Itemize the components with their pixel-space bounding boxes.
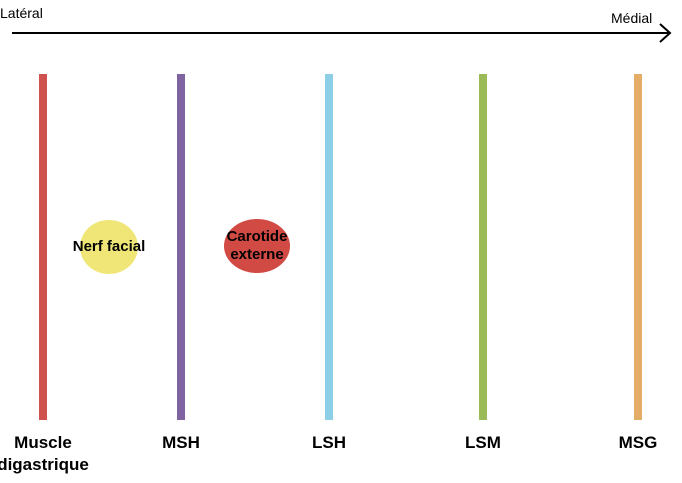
label-lsh: LSH	[312, 433, 346, 452]
bar-msg	[634, 74, 642, 420]
axis-label-medial: Médial	[611, 10, 653, 26]
label-msh: MSH	[162, 433, 200, 452]
label-lsm: LSM	[465, 433, 501, 452]
bar-lsh	[325, 74, 333, 420]
nerf-facial-structure: Nerf facial	[73, 220, 145, 274]
nerf-facial-label: Nerf facial	[72, 238, 146, 255]
label-msg: MSG	[618, 433, 658, 452]
arrow-head-icon	[659, 23, 672, 43]
carotide-externe-label: Carotide externe	[226, 228, 288, 263]
lateral-medial-axis-line	[12, 32, 670, 34]
axis-label-lateral: Latéral	[0, 5, 43, 21]
bar-msh	[177, 74, 185, 420]
bar-lsm	[479, 74, 487, 420]
bar-muscle-digastrique	[39, 74, 47, 420]
carotide-externe-structure: Carotide externe	[224, 219, 290, 273]
label-muscle-digastrique: Muscle digastrique	[0, 433, 89, 474]
